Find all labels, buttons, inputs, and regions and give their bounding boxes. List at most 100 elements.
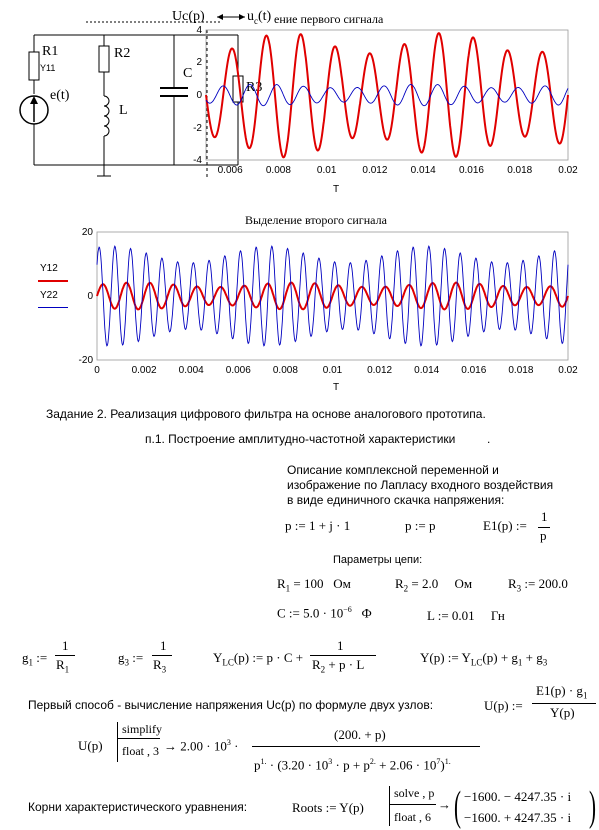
e1-denominator: p [540, 528, 547, 543]
u-left: U(p) [78, 738, 103, 753]
series-line-1 [205, 83, 569, 107]
u-result-den: p1. · (3.20 · 103 · p + p2. + 2.06 · 107… [254, 757, 451, 773]
y-tick-label: 0 [196, 90, 202, 101]
y-tick-label: 20 [82, 227, 94, 238]
y-tick-label: -2 [193, 123, 202, 134]
x-tick-label: 0.02 [558, 165, 578, 176]
root-1: −1600. − 4247.35 · i [464, 789, 572, 804]
p1-heading: п.1. Построение амплитудно-частотной хар… [145, 432, 456, 446]
p-definition-2: p := p [405, 518, 436, 533]
series-line-0 [205, 32, 569, 159]
x-tick-label: 0.02 [558, 365, 578, 376]
chart1-title: ение первого сигнала [274, 12, 384, 26]
g3-def: g3 := [118, 650, 144, 668]
float6-keyword: float , 6 [394, 810, 431, 824]
ylc-den: R2 + p · L [312, 657, 365, 675]
legend-y12-line [38, 280, 68, 282]
uc-label: Uc(p) [172, 9, 205, 24]
u-result-num: (200. + p) [334, 727, 386, 742]
float3-keyword: float , 3 [122, 744, 159, 758]
l-param: L := 0.01 Гн [427, 608, 505, 623]
r3-param: R3 := 200.0 [508, 576, 568, 594]
series-line-0 [96, 281, 569, 311]
x-tick-label: 0.004 [179, 365, 204, 376]
p-definition: p := 1 + j · 1 [285, 518, 351, 533]
root-2: −1600. + 4247.35 · i [464, 810, 572, 825]
e1-numerator: 1 [541, 509, 548, 524]
x-tick-label: 0.018 [507, 165, 532, 176]
legend-y22: Y22 [40, 290, 58, 301]
x-tick-label: 0.016 [459, 165, 484, 176]
g3-num: 1 [160, 638, 167, 653]
x-tick-label: 0.008 [266, 165, 291, 176]
simplify-bracket [117, 722, 118, 762]
x-tick-label: 0.012 [367, 365, 392, 376]
ylc-bar [310, 655, 376, 656]
r1-param: R1 = 100 Ом [277, 576, 351, 594]
y-tick-label: 0 [87, 291, 93, 302]
desc-line-1: Описание комплексной переменной и [287, 463, 499, 477]
y-tick-label: 4 [196, 25, 202, 36]
u-result-bar [252, 746, 480, 747]
roots-right-paren: ) [589, 784, 596, 830]
roots-title: Корни характеристического уравнения: [28, 800, 248, 814]
u-num: E1(p) · g1 [536, 683, 588, 701]
solve-divider [390, 804, 436, 805]
y-tick-label: -4 [193, 155, 202, 166]
e-label: e(t) [50, 88, 70, 103]
x-tick-label: 0 [94, 365, 100, 376]
inductor-coil [103, 95, 110, 137]
c-param: C := 5.0 · 10−6 Ф [277, 605, 372, 621]
ylc-num: 1 [337, 638, 344, 653]
r2-label: R2 [114, 46, 131, 61]
desc-line-2: изображение по Лапласу входного воздейст… [287, 478, 554, 492]
x-tick-label: 0.018 [508, 365, 533, 376]
x-tick-label: 0.014 [414, 365, 439, 376]
x-tick-label: 0.006 [226, 365, 251, 376]
series-line-1 [96, 245, 569, 347]
x-tick-label: 0.01 [323, 365, 343, 376]
roots-arrow: → [438, 797, 451, 812]
ylc-def: YLC(p) := p · C + [213, 650, 304, 668]
chart2-title: Выделение второго сигнала [245, 213, 387, 227]
solve-keyword: solve , p [394, 786, 435, 800]
chart2-xlabel: T [333, 382, 340, 393]
desc-line-3: в виде единичного скачка напряжения: [287, 493, 505, 507]
g1-def: g1 := [22, 650, 48, 668]
g1-den: R1 [56, 657, 70, 675]
e1-fraction-bar [538, 527, 550, 528]
p1-dot: . [487, 432, 491, 446]
x-tick-label: 0.014 [411, 165, 436, 176]
g1-bar [55, 655, 75, 656]
uc-small-label: uc(t) [247, 9, 272, 26]
u-den: Y(p) [550, 705, 575, 720]
roots-def: Roots := Y(p) [292, 800, 364, 815]
g1-num: 1 [62, 638, 69, 653]
y-tick-label: -20 [79, 355, 94, 366]
g3-den: R3 [153, 657, 167, 675]
x-tick-label: 0.016 [461, 365, 486, 376]
params-heading: Параметры цепи: [333, 554, 423, 566]
y-def: Y(p) := YLC(p) + g1 + g3 [420, 650, 548, 668]
task-heading: Задание 2. Реализация цифрового фильтра … [46, 407, 486, 421]
u-def: U(p) := [484, 698, 523, 713]
x-tick-label: 0.006 [218, 165, 243, 176]
simplify-divider [118, 738, 160, 739]
method1-text: Первый способ - вычисление напряжения Uc… [28, 698, 434, 712]
l-label: L [119, 103, 128, 118]
chart1-xlabel: T [333, 184, 340, 195]
x-tick-label: 0.012 [362, 165, 387, 176]
x-tick-label: 0.008 [273, 365, 298, 376]
c-label: C [183, 66, 193, 81]
u-result: → 2.00 · 103 · [164, 738, 239, 754]
y11-label: Y11 [40, 63, 56, 73]
x-tick-label: 0.01 [317, 165, 337, 176]
roots-left-paren: ( [454, 784, 461, 830]
r2-param: R2 = 2.0 Ом [395, 576, 473, 594]
g3-bar [152, 655, 172, 656]
y-tick-label: 2 [196, 57, 202, 68]
legend-y12: Y12 [40, 263, 58, 274]
